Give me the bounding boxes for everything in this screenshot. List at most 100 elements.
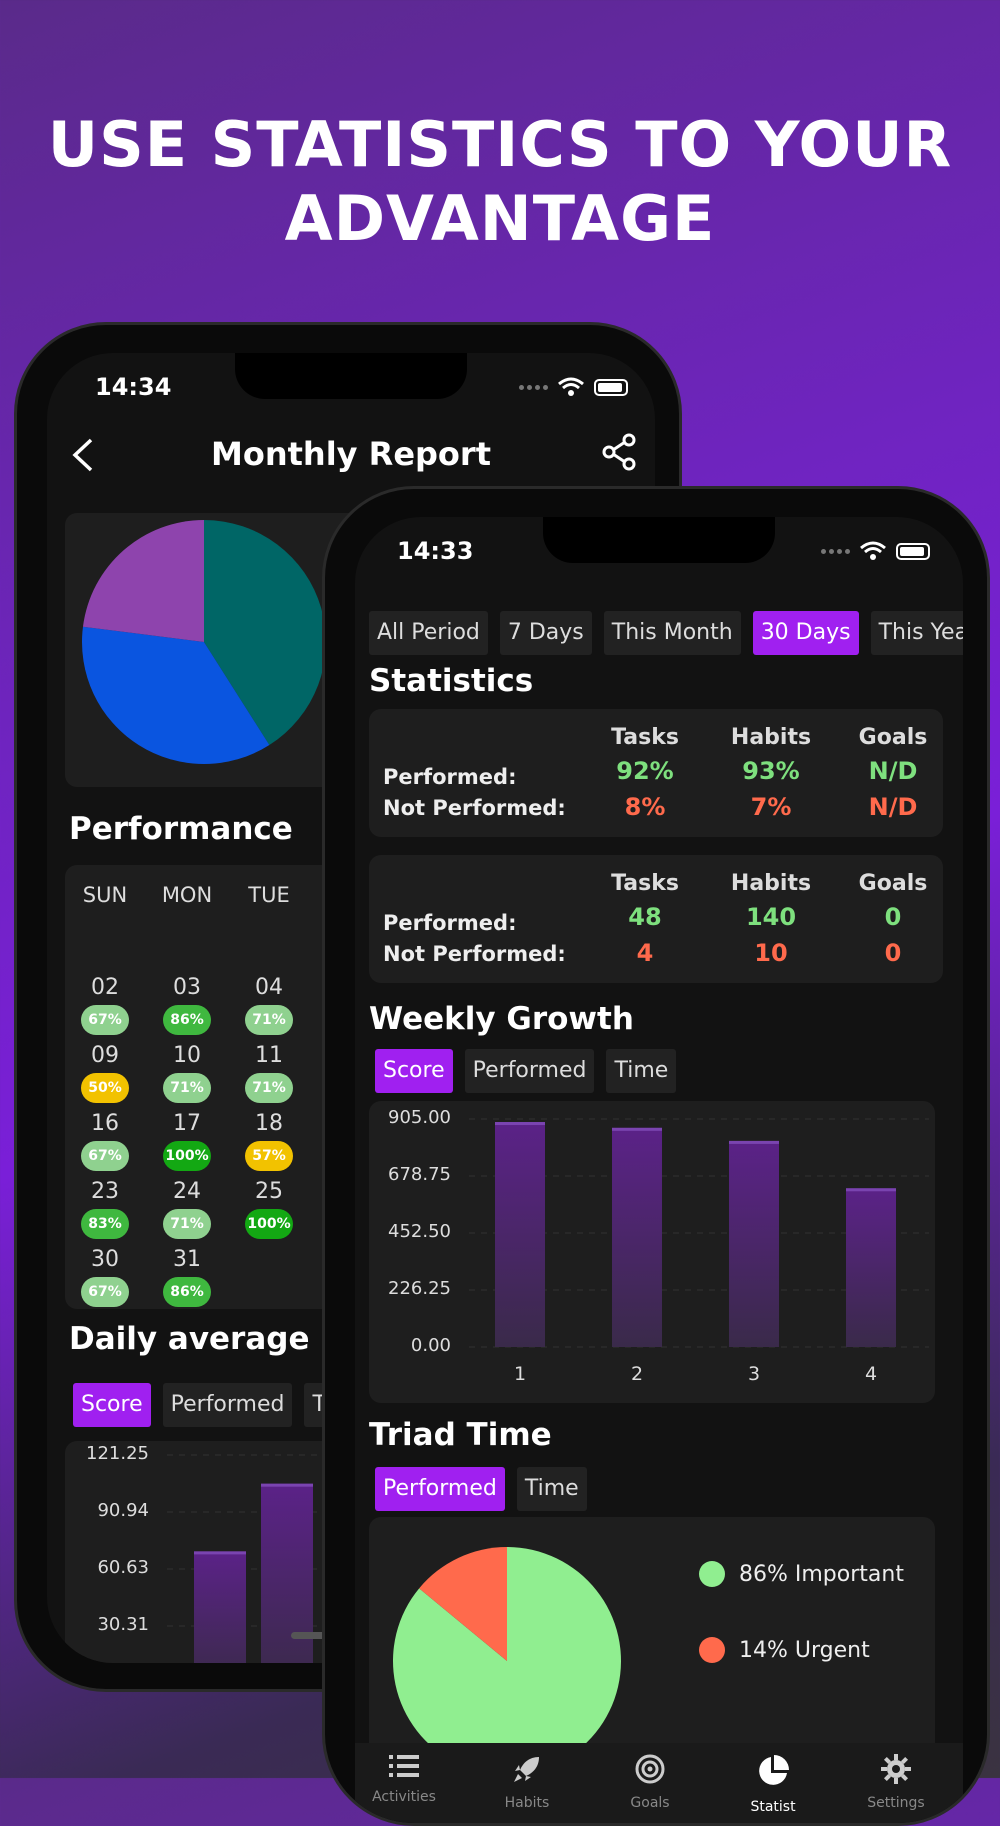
chip-score[interactable]: Score (375, 1049, 453, 1093)
bar[interactable] (612, 1127, 662, 1347)
legend-important-label: 86% Important (739, 1561, 904, 1587)
bar[interactable] (729, 1140, 779, 1347)
tab-30-days[interactable]: 30 Days (752, 611, 859, 655)
calendar-day[interactable]: 03 (173, 975, 201, 1000)
wifi-icon (860, 541, 886, 560)
weekday-tue: TUE (248, 883, 290, 907)
calendar-day-score-badge: 71% (163, 1073, 211, 1103)
bar[interactable] (194, 1551, 246, 1663)
calendar-day[interactable]: 24 (173, 1179, 201, 1204)
y-tick-label: 905.00 (388, 1107, 451, 1128)
calendar-day[interactable]: 16 (91, 1111, 119, 1136)
headline: USE STATISTICS TO YOUR ADVANTAGE (0, 108, 1000, 256)
chip-performed[interactable]: Performed (162, 1383, 293, 1427)
tasks-performed-count: 48 (628, 903, 662, 931)
calendar-day[interactable]: 30 (91, 1247, 119, 1272)
calendar-day[interactable]: 02 (91, 975, 119, 1000)
calendar-day-score-badge: 67% (81, 1005, 129, 1035)
x-tick-label: 1 (513, 1363, 527, 1385)
signal-icon (821, 548, 850, 554)
count-stats-card: Tasks Habits Goals Performed: Not Perfor… (369, 855, 943, 983)
status-time: 14:33 (397, 537, 474, 565)
triad-pie-slice-0 (393, 1547, 621, 1757)
legend-dot-important (699, 1561, 725, 1587)
y-tick-label: 30.31 (97, 1614, 149, 1635)
calendar-day[interactable]: 10 (173, 1043, 201, 1068)
tasks-not-performed-count: 4 (636, 939, 654, 967)
legend-dot-urgent (699, 1637, 725, 1663)
category-pie-slice-0 (204, 520, 326, 746)
calendar-day[interactable]: 11 (255, 1043, 283, 1068)
tab-this-month[interactable]: This Month (603, 611, 741, 655)
calendar-day[interactable]: 31 (173, 1247, 201, 1272)
tasks-not-performed-pct: 8% (624, 793, 666, 821)
bar-cap (612, 1127, 662, 1131)
calendar-day[interactable]: 04 (255, 975, 283, 1000)
calendar-day[interactable]: 09 (91, 1043, 119, 1068)
nav-goals[interactable]: Goals (595, 1753, 705, 1811)
battery-icon (896, 542, 930, 560)
nav-settings-label: Settings (867, 1795, 925, 1811)
statistics-title: Statistics (369, 663, 534, 699)
goals-performed-pct: N/D (868, 757, 918, 785)
col-tasks: Tasks (611, 725, 679, 750)
triad-time-chips: Performed Time (375, 1467, 587, 1511)
front-phone-screen: 14:33 All Period 7 Days This Month 30 Da… (355, 517, 963, 1823)
calendar-day-score-badge: 83% (81, 1209, 129, 1239)
calendar-day[interactable]: 25 (255, 1179, 283, 1204)
col-goals: Goals (858, 725, 928, 750)
y-tick-label: 60.63 (97, 1557, 149, 1578)
chip-score[interactable]: Score (73, 1383, 151, 1427)
calendar-day-score-badge: 50% (81, 1073, 129, 1103)
weekly-growth-title: Weekly Growth (369, 1001, 634, 1037)
daily-average-chips: Score Performed Ti (73, 1383, 340, 1427)
pie-chart-icon (759, 1755, 789, 1785)
chip-performed[interactable]: Performed (464, 1049, 595, 1093)
tab-7-days[interactable]: 7 Days (499, 611, 592, 655)
x-tick-label: 2 (630, 1363, 644, 1385)
category-pie-slice-2 (82, 520, 204, 642)
page-title: Monthly Report (211, 435, 491, 473)
battery-icon (594, 378, 628, 396)
performance-title: Performance (69, 811, 293, 847)
headline-line-2: ADVANTAGE (284, 182, 716, 255)
status-time: 14:34 (95, 373, 172, 401)
bar-cap (194, 1551, 246, 1555)
row-performed: Performed: (383, 765, 517, 789)
bar[interactable] (495, 1122, 545, 1347)
y-tick-label: 90.94 (97, 1500, 149, 1521)
share-icon[interactable] (601, 433, 637, 475)
tab-all-period[interactable]: All Period (369, 611, 488, 655)
back-chevron-icon[interactable] (71, 437, 95, 482)
chip-performed[interactable]: Performed (375, 1467, 505, 1511)
calendar-day[interactable]: 17 (173, 1111, 201, 1136)
y-tick-label: 678.75 (388, 1164, 451, 1185)
triad-pie-slice-1 (419, 1547, 507, 1661)
calendar-day-score-badge: 86% (163, 1277, 211, 1307)
nav-statistics-label: Statist (750, 1799, 796, 1815)
bar-cap (261, 1483, 313, 1487)
y-tick-label: 0.00 (410, 1335, 451, 1356)
category-pie-slice-1 (82, 626, 270, 764)
nav-settings[interactable]: Settings (841, 1753, 951, 1811)
gear-icon (881, 1754, 911, 1784)
x-tick-label: 3 (747, 1363, 761, 1385)
nav-habits[interactable]: Habits (472, 1753, 582, 1811)
tasks-performed-pct: 92% (616, 757, 674, 785)
nav-activities[interactable]: Activities (355, 1753, 459, 1805)
y-tick-label: 226.25 (388, 1278, 451, 1299)
chip-time[interactable]: Time (606, 1049, 677, 1093)
goals-performed-count: 0 (884, 903, 902, 931)
tab-this-year[interactable]: This Yea (870, 611, 963, 655)
bar[interactable] (846, 1188, 896, 1347)
bar-cap (495, 1122, 545, 1126)
legend-important: 86% Important (699, 1561, 904, 1587)
nav-statistics[interactable]: Statist (718, 1753, 828, 1815)
chip-time[interactable]: Time (516, 1467, 587, 1511)
calendar-day-score-badge: 71% (245, 1005, 293, 1035)
rocket-icon (514, 1757, 539, 1782)
weekly-growth-chips: Score Performed Time (375, 1049, 677, 1093)
bar-cap (846, 1188, 896, 1192)
calendar-day[interactable]: 18 (255, 1111, 283, 1136)
calendar-day[interactable]: 23 (91, 1179, 119, 1204)
